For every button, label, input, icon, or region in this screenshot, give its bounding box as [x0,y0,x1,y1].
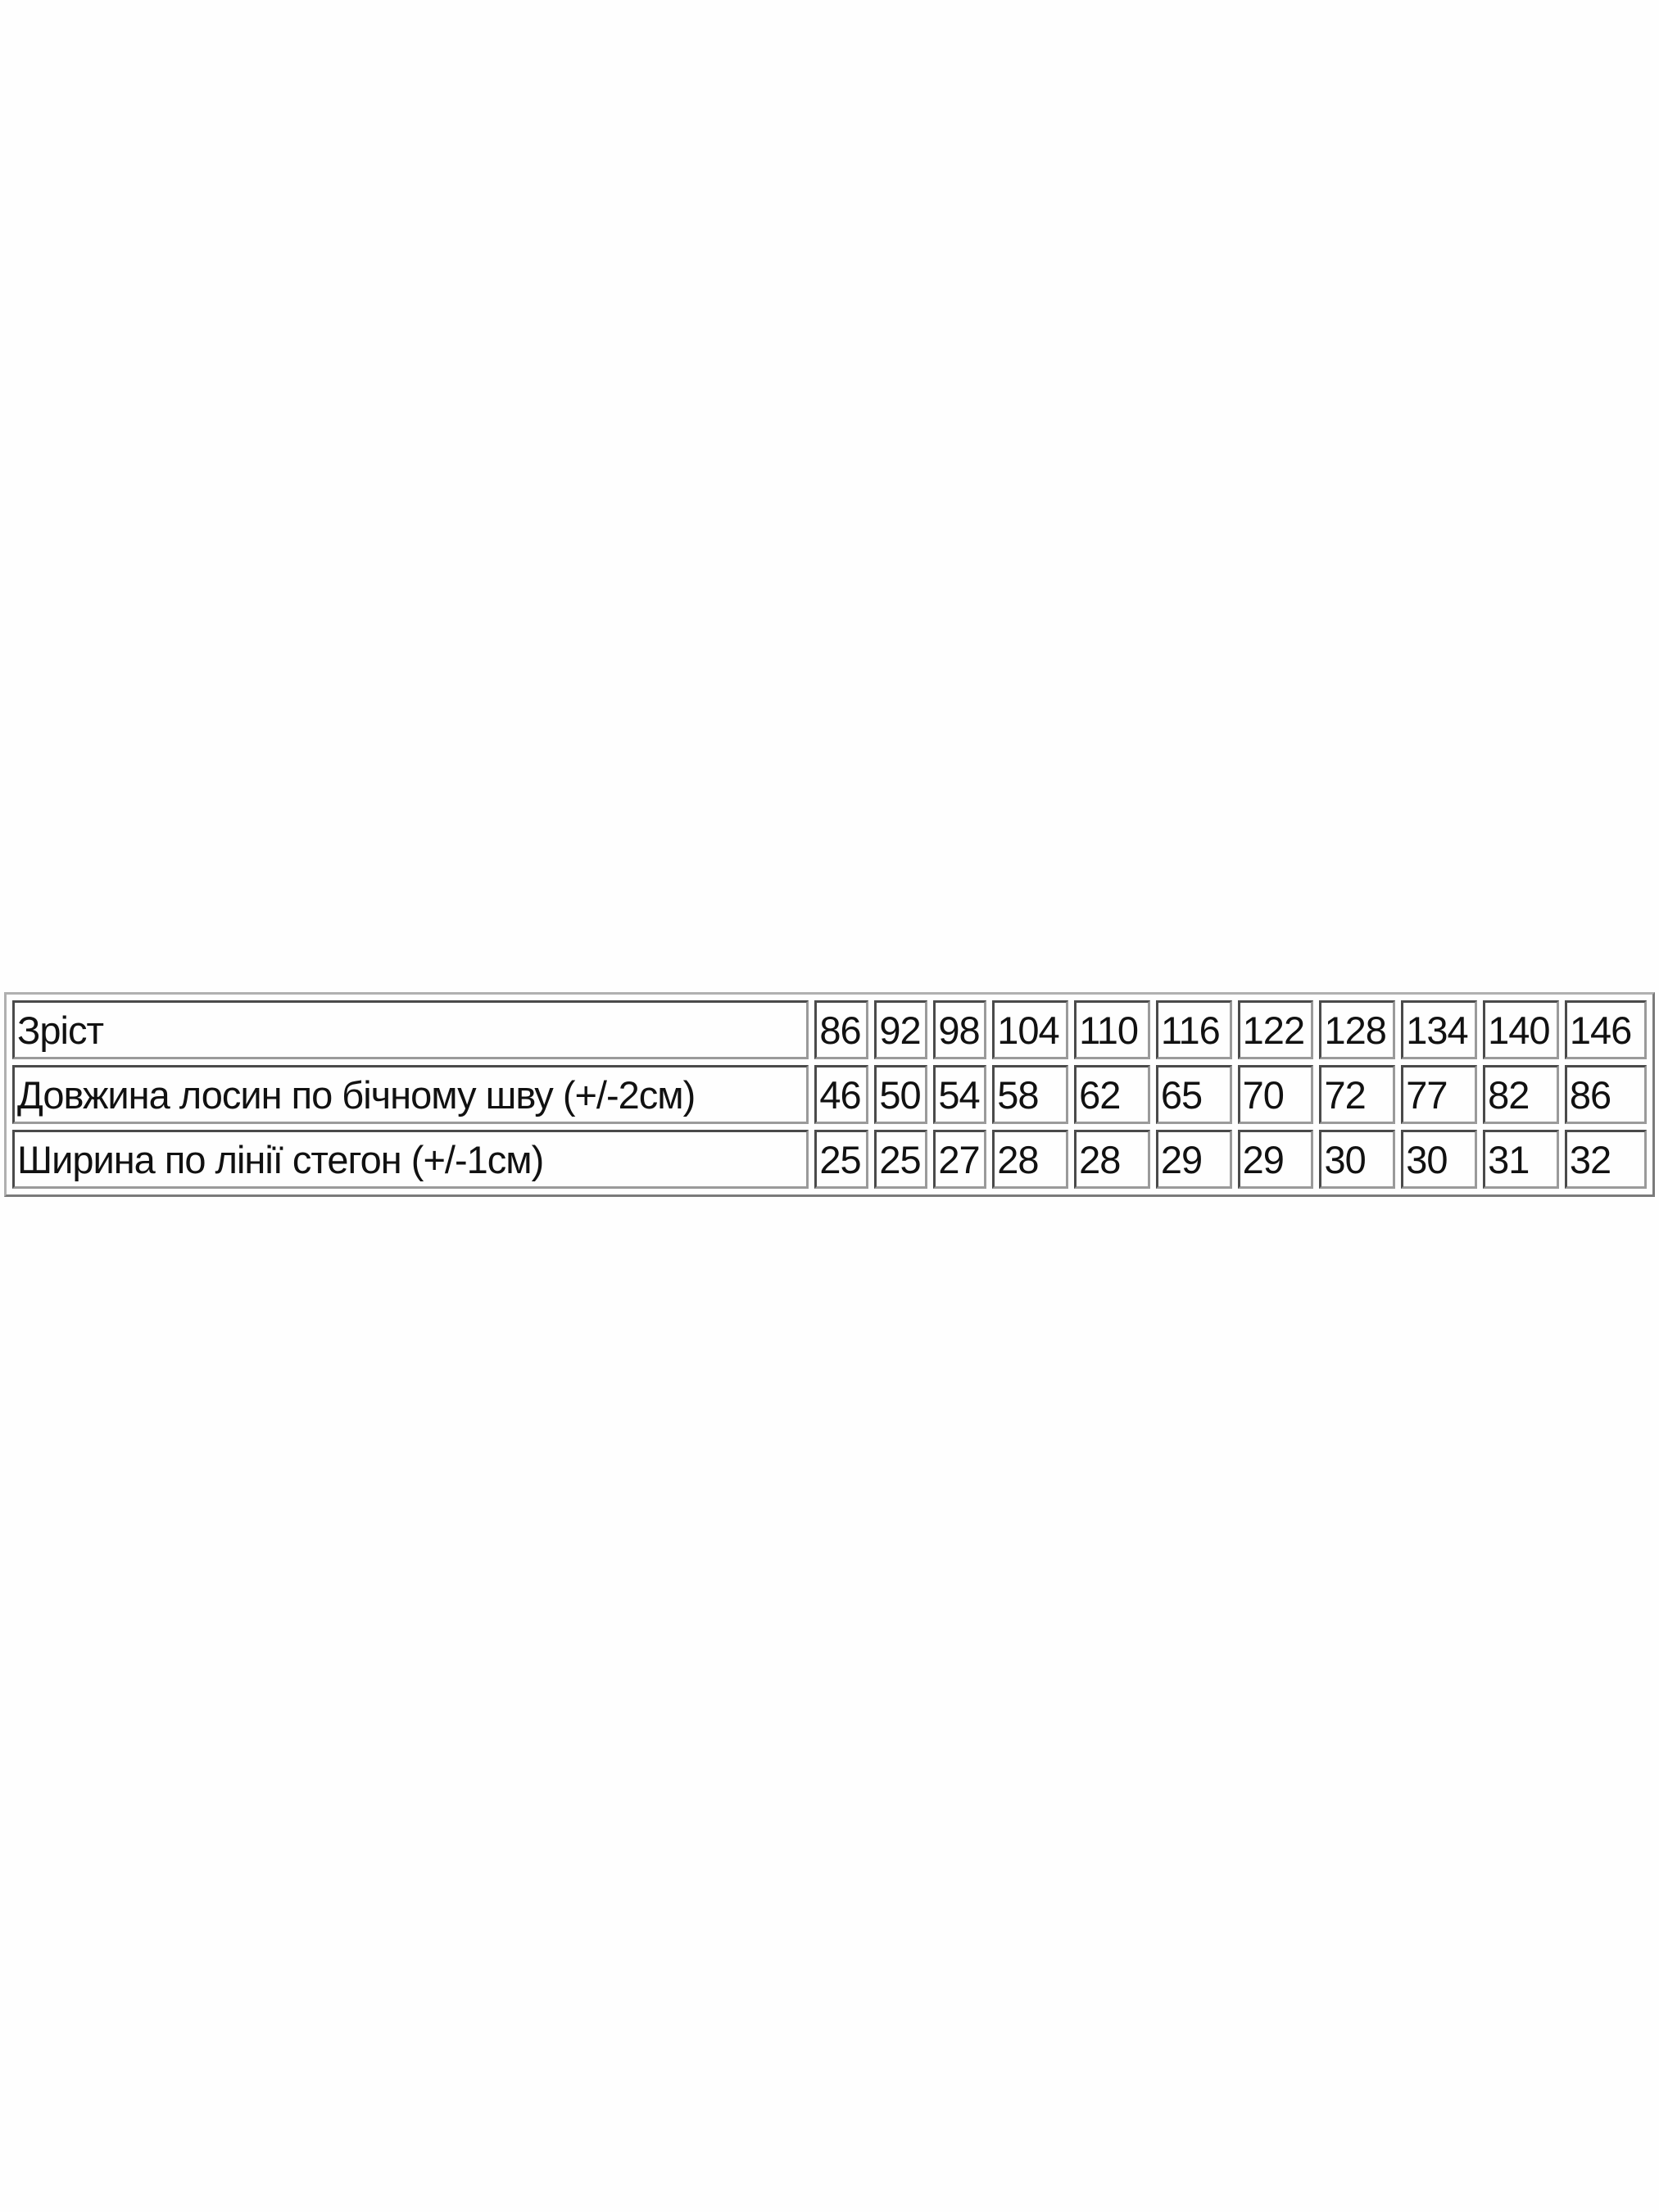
table-cell: 46 [814,1065,869,1124]
table-cell: 128 [1319,1000,1396,1059]
table-cell: 62 [1074,1065,1150,1124]
table-cell: 134 [1401,1000,1478,1059]
table-cell: 27 [933,1130,987,1189]
table-cell: 58 [992,1065,1069,1124]
table-cell: 98 [933,1000,987,1059]
table-cell: 86 [1564,1065,1647,1124]
table-cell: 146 [1564,1000,1647,1059]
height-row: Зріст 86 92 98 104 110 116 122 128 134 140 146 [12,1000,1647,1059]
table-cell: 25 [874,1130,928,1189]
table-cell: 110 [1074,1000,1150,1059]
table-cell: 29 [1237,1130,1314,1189]
table-cell: 140 [1483,1000,1559,1059]
row-label: Довжина лосин по бічному шву (+/-2см) [12,1065,809,1124]
table-cell: 77 [1401,1065,1478,1124]
table-cell: 54 [933,1065,987,1124]
table-cell: 50 [874,1065,928,1124]
table-cell: 31 [1483,1130,1559,1189]
table-cell: 28 [992,1130,1069,1189]
table-cell: 72 [1319,1065,1396,1124]
table-cell: 92 [874,1000,928,1059]
table-cell: 104 [992,1000,1069,1059]
table-cell: 32 [1564,1130,1647,1189]
table-cell: 82 [1483,1065,1559,1124]
leggings-length-row: Довжина лосин по бічному шву (+/-2см) 46 5… [12,1065,1647,1124]
table-cell: 28 [1074,1130,1150,1189]
table-cell: 70 [1237,1065,1314,1124]
row-label: Ширина по лінії стегон (+/-1см) [12,1130,809,1189]
table-cell: 29 [1155,1130,1232,1189]
hip-width-row: Ширина по лінії стегон (+/-1см) 25 25 27 28 2… [12,1130,1647,1189]
table-cell: 116 [1155,1000,1232,1059]
size-chart-table: Зріст 86 92 98 104 110 116 122 128 134 140 146 Довжи… [4,992,1655,1197]
table-cell: 25 [814,1130,869,1189]
row-label: Зріст [12,1000,809,1059]
table-cell: 30 [1319,1130,1396,1189]
table-cell: 122 [1237,1000,1314,1059]
table-cell: 86 [814,1000,869,1059]
table-cell: 65 [1155,1065,1232,1124]
table-cell: 30 [1401,1130,1478,1189]
